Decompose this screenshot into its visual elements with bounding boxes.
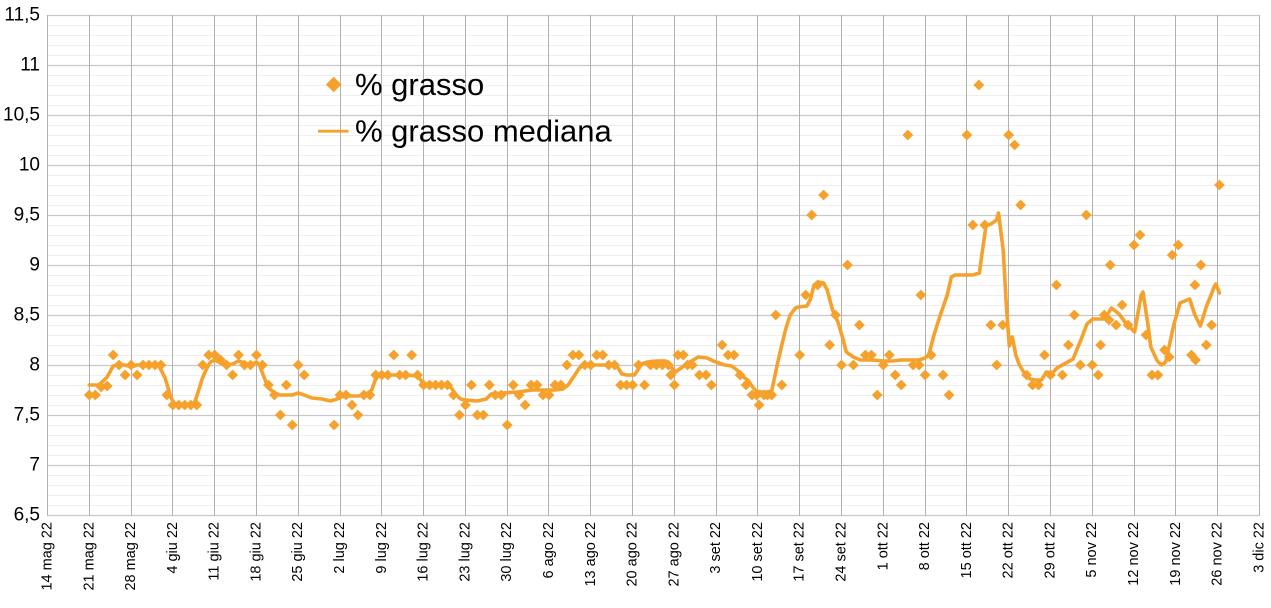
- svg-text:6,5: 6,5: [14, 505, 40, 526]
- svg-text:6 ago 22: 6 ago 22: [541, 522, 557, 578]
- svg-text:11: 11: [20, 55, 40, 76]
- svg-text:8 ott 22: 8 ott 22: [917, 522, 933, 570]
- svg-text:9,5: 9,5: [14, 205, 40, 226]
- svg-text:10: 10: [19, 155, 40, 176]
- svg-text:18 giu 22: 18 giu 22: [248, 522, 264, 582]
- svg-text:15 ott 22: 15 ott 22: [959, 522, 975, 578]
- svg-text:12 nov 22: 12 nov 22: [1126, 522, 1142, 586]
- svg-text:4 giu 22: 4 giu 22: [165, 522, 181, 574]
- svg-text:24 set 22: 24 set 22: [834, 522, 850, 582]
- svg-text:25 giu 22: 25 giu 22: [290, 522, 306, 582]
- svg-text:11,5: 11,5: [4, 5, 40, 26]
- svg-text:30 lug 22: 30 lug 22: [499, 522, 515, 582]
- svg-text:8: 8: [29, 355, 40, 376]
- svg-text:14 mag 22: 14 mag 22: [40, 522, 56, 591]
- svg-text:13 ago 22: 13 ago 22: [583, 522, 599, 587]
- svg-text:5 nov 22: 5 nov 22: [1084, 522, 1100, 578]
- svg-text:28 mag 22: 28 mag 22: [123, 522, 139, 591]
- svg-text:1 ott 22: 1 ott 22: [875, 522, 891, 570]
- svg-text:% grasso: % grasso: [355, 67, 484, 102]
- svg-text:8,5: 8,5: [14, 305, 40, 326]
- svg-text:21 mag 22: 21 mag 22: [81, 522, 97, 591]
- svg-text:% grasso mediana: % grasso mediana: [355, 114, 613, 149]
- svg-text:2 lug 22: 2 lug 22: [332, 522, 348, 574]
- svg-text:17 set 22: 17 set 22: [792, 522, 808, 582]
- svg-text:22 ott 22: 22 ott 22: [1001, 522, 1017, 578]
- svg-text:23 lug 22: 23 lug 22: [457, 522, 473, 582]
- svg-text:19 nov 22: 19 nov 22: [1168, 522, 1184, 586]
- svg-text:3 dic 22: 3 dic 22: [1251, 522, 1267, 573]
- svg-text:16 lug 22: 16 lug 22: [416, 522, 432, 582]
- svg-text:3 set 22: 3 set 22: [708, 522, 724, 574]
- svg-text:26 nov 22: 26 nov 22: [1210, 522, 1226, 586]
- svg-text:10 set 22: 10 set 22: [750, 522, 766, 582]
- svg-text:9: 9: [29, 255, 40, 276]
- svg-text:10,5: 10,5: [3, 105, 40, 126]
- svg-text:7,5: 7,5: [14, 405, 40, 426]
- svg-text:7: 7: [29, 455, 40, 476]
- svg-text:29 ott 22: 29 ott 22: [1043, 522, 1059, 578]
- svg-text:20 ago 22: 20 ago 22: [625, 522, 641, 587]
- svg-text:9 lug 22: 9 lug 22: [374, 522, 390, 574]
- svg-text:11 giu 22: 11 giu 22: [207, 522, 223, 581]
- svg-text:27 ago 22: 27 ago 22: [666, 522, 682, 587]
